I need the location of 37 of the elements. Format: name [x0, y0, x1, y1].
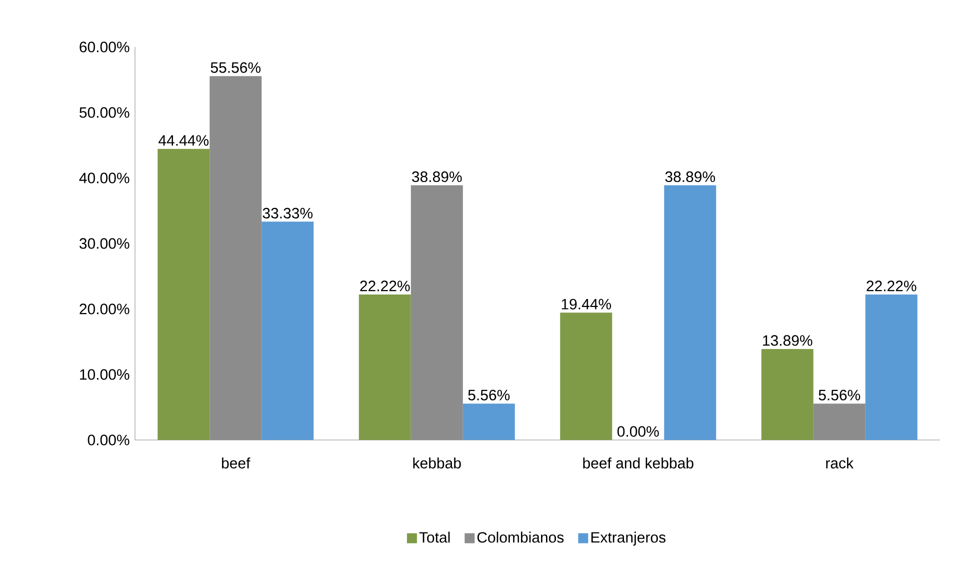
bar [560, 312, 612, 440]
bar [462, 404, 515, 440]
bar [664, 185, 716, 440]
y-tick-label: 50.00% [80, 107, 130, 118]
y-tick-label: 40.00% [79, 172, 130, 184]
data-label: 38.89% [665, 171, 716, 182]
data-label: 55.56% [210, 62, 261, 73]
x-tick-label: kebbab [413, 457, 461, 468]
legend-label: Extranjeros [591, 532, 666, 546]
x-tick-label: beef and kebbab [583, 457, 694, 468]
y-tick-label: 60.00% [80, 42, 130, 52]
bar [865, 294, 918, 440]
data-label: 5.56% [818, 390, 860, 400]
bar [262, 222, 314, 440]
legend-label: Colombianos [477, 532, 564, 543]
data-label: 44.44% [158, 135, 209, 146]
data-label: 0.00% [617, 426, 659, 437]
y-tick-label: 30.00% [80, 238, 130, 249]
data-label: 33.33% [262, 208, 313, 218]
data-label: 22.22% [360, 280, 410, 292]
legend-label: Total [419, 532, 450, 543]
data-label: 5.56% [468, 390, 510, 400]
y-tick-label: 20.00% [80, 304, 130, 314]
y-tick-label: 10.00% [80, 369, 130, 380]
x-tick-label: rack [826, 457, 854, 468]
y-tick-label: 0.00% [88, 434, 130, 446]
data-label: 38.89% [412, 171, 462, 182]
bar [158, 148, 210, 440]
bar [761, 349, 814, 440]
bar [813, 404, 866, 440]
bar [210, 76, 262, 440]
data-label: 13.89% [763, 335, 812, 346]
data-label: 22.22% [866, 280, 916, 292]
bar [358, 294, 411, 440]
x-tick-label: beef [222, 457, 250, 468]
bar [410, 185, 463, 440]
data-label: 19.44% [562, 298, 612, 310]
